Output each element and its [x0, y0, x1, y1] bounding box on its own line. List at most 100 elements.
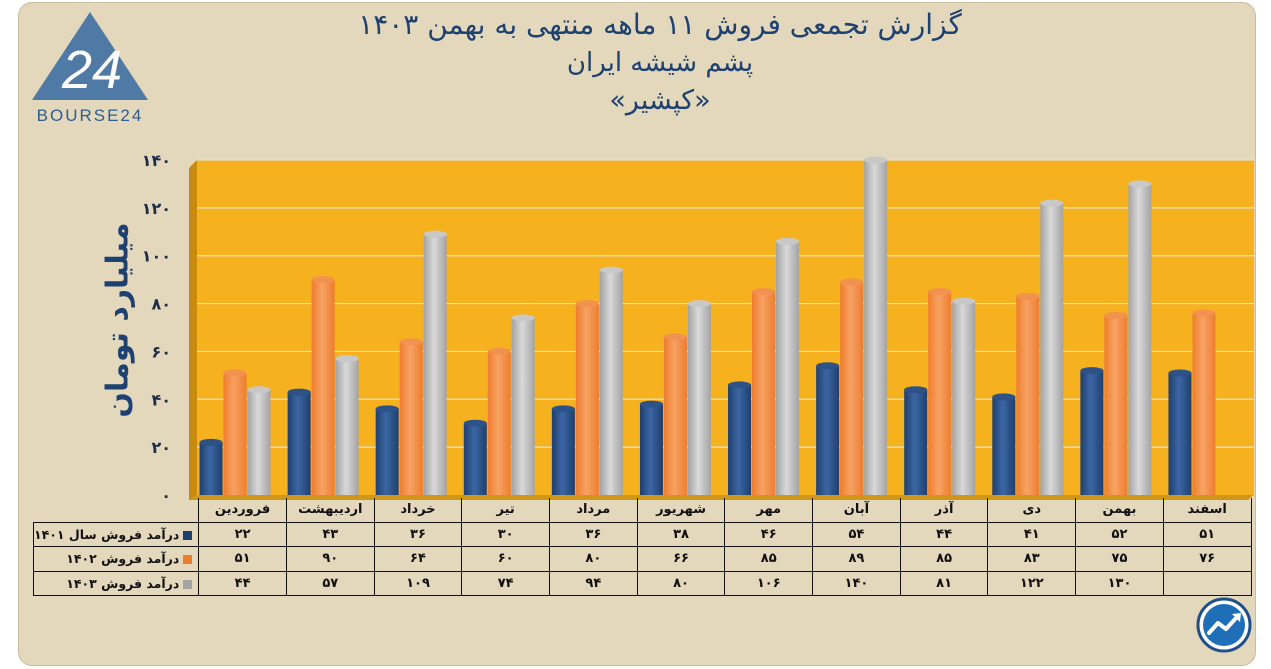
bar: [1192, 313, 1216, 495]
bar-cap: [399, 338, 423, 346]
plot-side-wall: [189, 160, 197, 500]
table-header-cell: تیر: [461, 498, 551, 523]
bar-cap: [1080, 367, 1104, 375]
y-tick-label: ۴۰: [151, 390, 171, 409]
bar: [1080, 370, 1104, 495]
title-line-2: پشم شیشه ایران: [566, 48, 754, 78]
table-cell: ۵۷: [285, 570, 375, 596]
table-cell: ۳۶: [373, 521, 463, 547]
table-header-cell: مرداد: [549, 498, 638, 523]
bar: [1104, 315, 1128, 495]
bar-cap: [511, 314, 535, 322]
table-cell: ۳۰: [461, 521, 551, 547]
table-row-1401: درآمد فروش سال ۱۴۰۱ ۲۲ ۴۳ ۳۶ ۳۰ ۳۶ ۳۸ ۴۶…: [32, 521, 1252, 547]
bar: [904, 389, 928, 495]
y-tick-label: ۱۰۰: [142, 247, 171, 266]
bar-cap: [1040, 199, 1064, 207]
bar-cap: [463, 419, 487, 427]
y-tick-label: ۶۰: [151, 342, 171, 361]
table-header-cell: دی: [987, 498, 1077, 523]
bar-cap: [335, 355, 359, 363]
table-header-cell: اسفند: [1162, 498, 1252, 523]
bar-cap: [487, 347, 511, 355]
bar-cap: [287, 388, 311, 396]
y-axis-label: میلیارد تومان: [100, 222, 136, 418]
table-cell: ۳۶: [549, 521, 638, 547]
table-header-cell: بهمن: [1075, 498, 1164, 523]
legend-swatch-1403: [183, 579, 193, 589]
table-cell: ۸۹: [812, 546, 901, 572]
bar: [335, 358, 359, 495]
legend-label-1401: درآمد فروش سال ۱۴۰۱: [32, 521, 200, 547]
table-header-cell: خرداد: [373, 498, 463, 523]
y-tick-label: ۱۲۰: [142, 199, 171, 218]
bar-cap: [575, 300, 599, 308]
table-header-cell: شهریور: [636, 498, 726, 523]
table-cell: ۹۰: [285, 546, 375, 572]
chart-title: گزارش تجمعی فروش ۱۱ ماهه منتهی به بهمن ۱…: [300, 6, 1020, 120]
bar-cap: [776, 237, 800, 245]
logo-triangle-icon: 24: [32, 12, 148, 100]
bar: [575, 303, 599, 495]
y-tick-label: ۲۰: [151, 438, 171, 457]
bar-cap: [928, 288, 952, 296]
bar: [952, 301, 976, 495]
bar: [928, 291, 952, 495]
table-header-cell: مهر: [724, 498, 814, 523]
bar: [752, 291, 776, 495]
bar-cap: [1168, 369, 1192, 377]
bar: [663, 337, 687, 495]
table-cell: ۸۳: [987, 546, 1077, 572]
table-cell: ۶۶: [636, 546, 726, 572]
table-corner: [34, 498, 199, 522]
bar-cap: [599, 266, 623, 274]
table-cell: ۱۳۰: [1075, 570, 1164, 596]
bar: [816, 365, 840, 495]
bar: [1128, 183, 1152, 495]
bar-cap: [247, 386, 271, 394]
bar: [840, 282, 864, 495]
bar-cap: [223, 369, 247, 377]
title-line-1: گزارش تجمعی فروش ۱۱ ماهه منتهی به بهمن ۱…: [358, 8, 962, 41]
plot-area: [197, 160, 1254, 495]
table-cell: ۷۶: [1162, 546, 1252, 572]
table-header-cell: فروردین: [198, 498, 287, 523]
table-cell: ۱۰۶: [724, 570, 814, 596]
table-cell: ۵۲: [1075, 521, 1164, 547]
bar-cap: [1192, 309, 1216, 317]
bar-cap: [423, 230, 447, 238]
y-tick-label: ۱۴۰: [142, 151, 171, 170]
bar: [776, 241, 800, 495]
table-cell: ۴۳: [285, 521, 375, 547]
title-line-3: «کپشیر»: [609, 85, 711, 116]
bar-cap: [816, 362, 840, 370]
bar-cap: [992, 393, 1016, 401]
table-cell: ۵۴: [812, 521, 901, 547]
bar: [599, 270, 623, 495]
table-cell: ۸۱: [899, 570, 989, 596]
bar: [287, 392, 311, 495]
bar-cap: [904, 386, 928, 394]
bar: [1040, 203, 1064, 496]
bar: [463, 423, 487, 495]
trend-arrow-icon: [1196, 597, 1252, 653]
bar-cap: [1016, 292, 1040, 300]
table-cell: ۷۵: [1075, 546, 1164, 572]
table-cell: ۴۱: [987, 521, 1077, 547]
table-header-cell: آبان: [812, 498, 901, 523]
legend-label-1403: درآمد فروش ۱۴۰۳: [32, 570, 200, 596]
bar: [687, 303, 711, 495]
table-cell: ۹۴: [549, 570, 638, 596]
bar-cap: [199, 438, 223, 446]
bar: [992, 396, 1016, 495]
table-cell: ۶۰: [461, 546, 551, 572]
bar: [423, 234, 447, 495]
table-cell: ۸۵: [724, 546, 814, 572]
table-cell: ۵۱: [198, 546, 287, 572]
table-row-1403: درآمد فروش ۱۴۰۳ ۴۴ ۵۷ ۱۰۹ ۷۴ ۹۴ ۸۰ ۱۰۶ ۱…: [32, 570, 1252, 596]
logo-text: BOURSE24: [36, 106, 144, 125]
table-cell: ۱۰۹: [373, 570, 463, 596]
bar-cap: [311, 276, 335, 284]
table-cell: ۸۵: [899, 546, 989, 572]
